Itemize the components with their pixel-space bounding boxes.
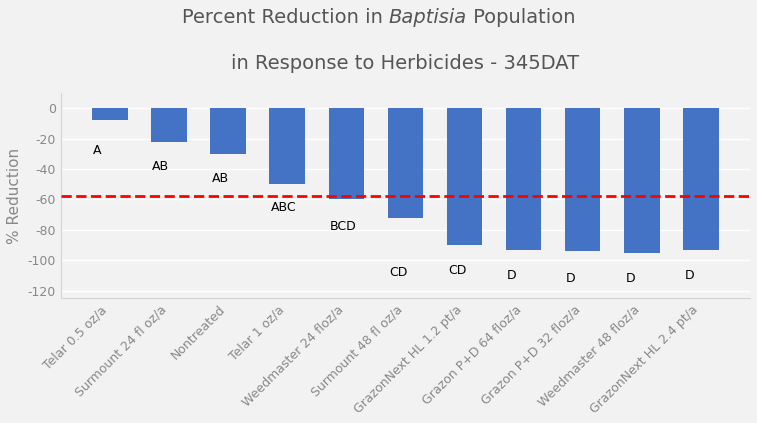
- Bar: [506, 108, 541, 250]
- Bar: [269, 108, 305, 184]
- Text: D: D: [507, 269, 517, 282]
- Text: BCD: BCD: [330, 220, 357, 233]
- Text: A: A: [93, 144, 101, 157]
- Bar: [447, 108, 482, 245]
- Text: CD: CD: [448, 264, 466, 277]
- Text: ABC: ABC: [270, 201, 296, 214]
- Bar: [92, 108, 127, 121]
- Text: D: D: [684, 269, 694, 282]
- Text: in Response to Herbicides - 345DAT: in Response to Herbicides - 345DAT: [232, 54, 579, 72]
- Text: D: D: [566, 272, 576, 285]
- Text: D: D: [625, 272, 635, 285]
- Bar: [329, 108, 364, 200]
- Bar: [565, 108, 600, 251]
- Text: CD: CD: [389, 266, 407, 279]
- Text: AB: AB: [211, 172, 229, 185]
- Text: AB: AB: [152, 159, 170, 173]
- Text: Percent Reduction in: Percent Reduction in: [182, 8, 388, 27]
- Y-axis label: % Reduction: % Reduction: [7, 148, 22, 244]
- Text: Baptisia: Baptisia: [388, 8, 467, 27]
- Bar: [684, 108, 718, 250]
- Bar: [151, 108, 187, 142]
- Bar: [624, 108, 659, 253]
- Text: Population: Population: [467, 8, 575, 27]
- Bar: [388, 108, 423, 218]
- Bar: [210, 108, 246, 154]
